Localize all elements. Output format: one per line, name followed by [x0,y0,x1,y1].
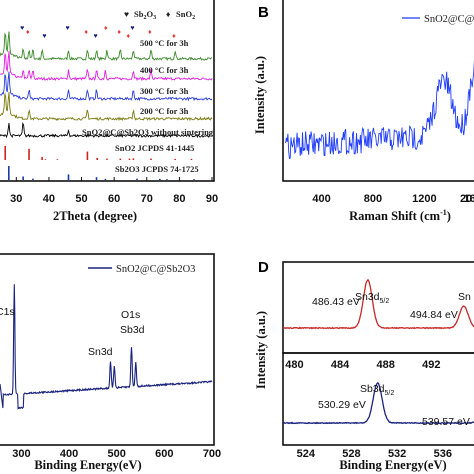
x-tick-label: 80 [173,193,185,205]
x-tick-label: 600 [155,448,173,460]
x-tick-label: 480 [285,359,303,371]
xps-survey-spectrum [0,284,213,410]
x-tick-label: 1600 [464,193,474,205]
panel-c: SnO2@C@Sb2O3 C1s Sn3d O1s Sb3d 300 400 500 600… [0,253,221,472]
x-tick-label: 30 [10,193,22,205]
peak-energy-label: 486.43 eV [312,296,360,308]
peak-energy-label: 494.84 eV [410,309,458,321]
legend-sb2o3-marker: ♥ [124,9,129,19]
xrd-series-3 [0,91,213,122]
x-tick-label: 524 [297,448,316,460]
label-sno2-jcpds: SnO2 JCPDS 41-1445 [115,143,194,153]
xrd-peak-marker: ♦ [104,24,108,32]
x-tick-label: 40 [43,193,55,205]
peak-label: O1s [121,309,140,321]
xps-highres-spectrum-1 [282,382,474,425]
xrd-peak-marker: ♦ [26,28,30,36]
peak-label: C1s [0,306,15,318]
x-tick-label: 532 [388,448,406,460]
label-no-sintering: SnO2@C@Sb2O3 without sintering [82,127,214,137]
panel-c-frame [0,253,215,446]
panel-d-xlabel: Binding Energy(eV) [339,458,446,472]
panel-b-legend-label: SnO2@C@ [424,14,474,25]
x-tick-label: 400 [60,448,78,460]
x-tick-label: 484 [331,359,350,371]
x-tick-label: 90 [206,193,218,205]
edge-label: Sn [458,291,471,303]
x-tick-label: 528 [342,448,360,460]
panel-b-plot-area [285,59,474,159]
panel-c-xlabel: Binding Energy(eV) [34,458,141,472]
subplot-title: Sb3d5/2 [360,383,394,397]
panel-a: ♥ ♦ ♥♥ ♦ ♥♦ ♦ ♦♥ ♦ ♦ ♥ Sb2O3 ♦ SnO2 500 °C for 3… [0,0,218,223]
panel-b-frame [282,0,474,182]
xrd-peak-marker: ♥ [94,32,98,40]
panel-d-letter: D [258,259,269,276]
x-tick-label: 500 [108,448,126,460]
panel-c-plot-area: C1s Sn3d O1s Sb3d [0,284,213,410]
panel-a-plot-area: ♥ ♦ ♥♥ ♦ ♥♦ ♦ ♦♥ ♦ ♦ [0,24,213,180]
panel-a-frame [0,0,215,182]
panel-b-ylabel: Intensity (a.u.) [253,56,267,134]
x-tick-label: 800 [364,193,382,205]
legend-sno2-label: SnO2 [176,9,195,21]
xrd-series-0 [0,31,213,62]
xps-highres-spectrum-0 [282,278,474,330]
x-tick-label: 20 [460,193,472,205]
x-tick-label: 700 [203,448,221,460]
xrd-series-4 [0,121,213,139]
x-tick-label: 70 [141,193,153,205]
panel-c-x-ticks: 300 400 500 600 700 [12,448,221,460]
panel-b-xlabel: Raman Shift (cm-1) [349,208,451,223]
panel-b-x-ticks: 400 800 1200 160020 [312,193,474,205]
raman-spectrum [285,59,474,159]
panel-b: B SnO2@C@ Intensity (a.u.) 400 800 1200 160… [253,0,474,223]
peak-label: Sn3d [88,346,113,358]
x-tick-label: 50 [75,193,87,205]
xrd-peak-marker: ♦ [117,28,121,36]
label-500c: 500 °C for 3h [140,38,189,48]
xrd-peak-marker: ♦ [126,32,130,40]
panel-a-legend: ♥ Sb2O3 ♦ SnO2 [124,9,195,21]
panel-a-xlabel: 2Theta (degree) [53,209,137,223]
xrd-peak-marker: ♥ [20,24,24,32]
xrd-peak-marker: ♥ [42,32,46,40]
panel-d-bottom-frame [282,352,474,446]
xrd-peak-marker: ♦ [148,28,152,36]
label-400c: 400 °C for 3h [140,65,189,75]
subplot-title: Sn3d5/2 [355,291,389,305]
xrd-peak-marker: ♦ [172,32,176,40]
panel-d-ylabel: Intensity (a.u.) [254,311,268,389]
x-tick-label: 300 [12,448,30,460]
label-200c: 200 °C for 3h [140,106,189,116]
xrd-peak-marker: ♥ [65,24,69,32]
peak-label: Sb3d [120,324,145,336]
peak-energy-label: 539.57 eV [422,416,470,428]
label-sb2o3-jcpds: Sb2O3 JCPDS 74-1725 [115,164,199,174]
x-tick-label: 400 [312,193,330,205]
x-tick-label: 488 [377,359,395,371]
panel-c-legend-label: SnO2@C@Sb2O3 [116,264,195,275]
panel-b-letter: B [258,4,269,21]
xrd-peak-marker: ♦ [84,28,88,36]
x-tick-label: 60 [108,193,120,205]
x-tick-label: 1200 [412,193,436,205]
xrd-series-1 [0,51,213,82]
legend-sb2o3-label: Sb2O3 [134,9,156,21]
xrd-peak-marker: ♥ [130,24,134,32]
panel-d-x-ticks: 480 484 488 492 524 528 532 536 [285,359,452,460]
xrd-series-2 [0,71,213,102]
peak-energy-label: 530.29 eV [318,399,366,411]
x-tick-label: 536 [434,448,452,460]
x-tick-label: 492 [422,359,440,371]
legend-sno2-marker: ♦ [166,9,171,19]
label-300c: 300 °C for 3h [140,86,189,96]
panel-a-x-ticks: 30 40 50 60 70 80 90 [10,177,218,205]
